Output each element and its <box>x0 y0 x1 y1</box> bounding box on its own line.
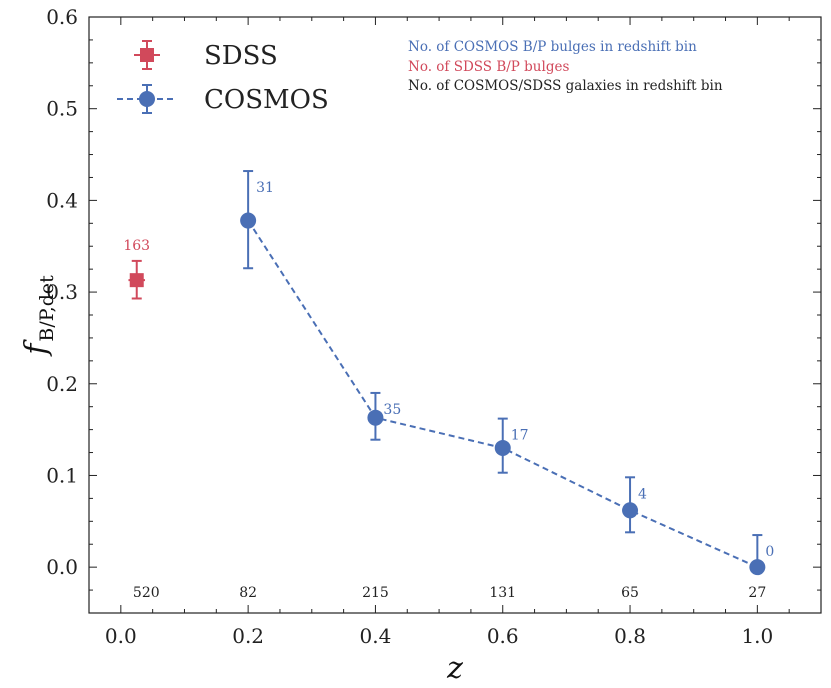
x-axis-title: z <box>446 651 463 686</box>
point-label: 31 <box>256 180 274 196</box>
y-tick-label: 0.5 <box>46 97 78 121</box>
y-tick-label: 0.1 <box>46 463 78 487</box>
y-tick-label: 0.0 <box>46 555 78 579</box>
axis-ticks <box>89 16 821 613</box>
x-tick-label: 0.6 <box>487 624 519 648</box>
legend-label: SDSS <box>204 41 278 71</box>
point-label: 35 <box>383 402 401 418</box>
cosmos-marker <box>367 409 384 426</box>
total-count-label: 131 <box>489 585 516 601</box>
legend-note: No. of COSMOS B/P bulges in redshift bin <box>408 39 697 55</box>
point-annotations: 163 31 35 17 4 0 <box>123 180 774 560</box>
total-count-label: 65 <box>621 585 639 601</box>
annotation-notes: No. of COSMOS B/P bulges in redshift bin… <box>408 39 723 94</box>
series-line-cosmos <box>247 220 758 569</box>
y-tick-label: 0.4 <box>46 188 78 212</box>
y-tick-label: 0.2 <box>46 372 78 396</box>
total-count-label: 215 <box>362 585 389 601</box>
y-axis-title-subscript: B/P,det <box>36 275 58 342</box>
legend-label: COSMOS <box>204 85 329 115</box>
y-tick-label: 0.3 <box>46 280 78 304</box>
legend-marker-square <box>140 48 154 62</box>
legend: SDSS COSMOS <box>117 40 329 115</box>
total-count-labels: 520 82 215 131 65 27 <box>133 585 766 601</box>
plot-frame <box>88 16 822 614</box>
data-markers <box>129 212 766 576</box>
total-count-label: 520 <box>133 585 160 601</box>
cosmos-marker <box>494 439 511 456</box>
svg-text:fB/P,det: fB/P,det <box>19 275 58 357</box>
sdss-marker <box>129 273 144 288</box>
total-count-label: 82 <box>239 585 257 601</box>
x-tick-label: 0.4 <box>360 624 392 648</box>
total-count-label: 27 <box>748 585 766 601</box>
legend-note: No. of COSMOS/SDSS galaxies in redshift … <box>408 78 723 94</box>
point-label: 17 <box>511 428 529 444</box>
error-bars <box>128 170 763 569</box>
x-tick-label: 0.0 <box>105 624 137 648</box>
series-lines <box>247 220 758 569</box>
legend-marker-circle <box>139 91 155 107</box>
legend-note: No. of SDSS B/P bulges <box>408 59 569 75</box>
x-tick-label: 0.2 <box>232 624 264 648</box>
cosmos-marker <box>749 559 766 576</box>
point-label: 163 <box>123 238 150 254</box>
x-tick-label: 1.0 <box>741 624 773 648</box>
x-tick-labels: 0.0 0.2 0.4 0.6 0.8 1.0 <box>105 624 773 648</box>
y-tick-labels: 0.0 0.1 0.2 0.3 0.4 0.5 0.6 <box>46 5 78 579</box>
y-axis-title: fB/P,det <box>19 275 58 357</box>
y-tick-label: 0.6 <box>46 5 78 29</box>
cosmos-marker <box>240 212 257 229</box>
point-label: 4 <box>638 486 647 502</box>
cosmos-marker <box>622 502 639 519</box>
x-tick-label: 0.8 <box>614 624 646 648</box>
point-label: 0 <box>765 544 774 560</box>
